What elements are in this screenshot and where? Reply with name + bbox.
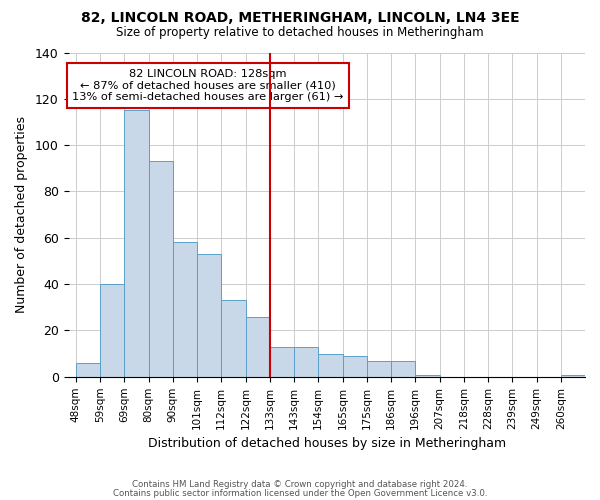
Text: 82 LINCOLN ROAD: 128sqm
← 87% of detached houses are smaller (410)
13% of semi-d: 82 LINCOLN ROAD: 128sqm ← 87% of detache…: [72, 68, 344, 102]
Bar: [270, 346, 294, 377]
Bar: [197, 254, 221, 377]
Y-axis label: Number of detached properties: Number of detached properties: [15, 116, 28, 313]
Bar: [415, 374, 440, 377]
Bar: [391, 360, 415, 377]
Bar: [245, 316, 270, 377]
Text: Contains public sector information licensed under the Open Government Licence v3: Contains public sector information licen…: [113, 489, 487, 498]
Bar: [343, 356, 367, 377]
Text: Contains HM Land Registry data © Crown copyright and database right 2024.: Contains HM Land Registry data © Crown c…: [132, 480, 468, 489]
Bar: [100, 284, 124, 377]
Bar: [76, 363, 100, 377]
Bar: [318, 354, 343, 377]
Bar: [561, 374, 585, 377]
Bar: [149, 162, 173, 377]
Bar: [124, 110, 149, 377]
Bar: [294, 346, 318, 377]
Text: 82, LINCOLN ROAD, METHERINGHAM, LINCOLN, LN4 3EE: 82, LINCOLN ROAD, METHERINGHAM, LINCOLN,…: [80, 12, 520, 26]
Text: Size of property relative to detached houses in Metheringham: Size of property relative to detached ho…: [116, 26, 484, 39]
X-axis label: Distribution of detached houses by size in Metheringham: Distribution of detached houses by size …: [148, 437, 506, 450]
Bar: [173, 242, 197, 377]
Bar: [367, 360, 391, 377]
Bar: [221, 300, 245, 377]
